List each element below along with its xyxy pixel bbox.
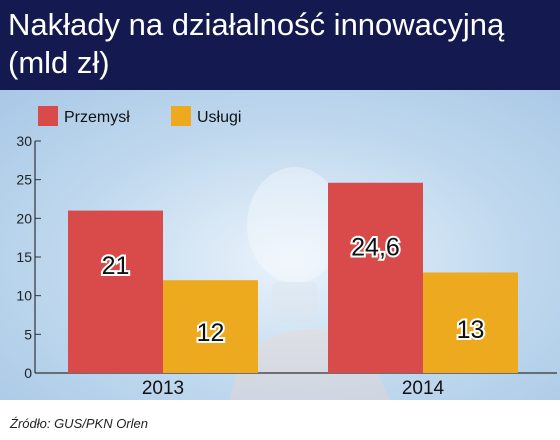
bulb-base xyxy=(272,282,318,322)
legend-label-Przemysł: Przemysł xyxy=(64,109,130,126)
legend-label-Usługi: Usługi xyxy=(197,109,241,126)
y-tick-label-30: 30 xyxy=(16,133,32,149)
data-label-Przemysł-2014: 24,6 xyxy=(351,234,400,262)
y-tick-label-0: 0 xyxy=(24,365,32,381)
y-tick-label-25: 25 xyxy=(16,172,32,188)
data-label-Przemysł-2013: 21 xyxy=(102,252,130,280)
bar-Przemysł-2014 xyxy=(328,182,423,373)
data-label-Usługi-2014: 13 xyxy=(457,316,485,344)
x-tick-label-2013: 2013 xyxy=(142,378,184,399)
source-label: Źródło: GUS/PKN Orlen xyxy=(9,416,148,431)
y-tick-label-5: 5 xyxy=(24,326,32,342)
header-banner: Nakłady na działalność innowacyjną (mld … xyxy=(0,0,560,90)
plot-area: 0 5 10 15 20 25 30 21 12 2013 24,6 13 2014 xyxy=(16,133,557,399)
bar-Usługi-2013 xyxy=(163,280,258,373)
lightbulb-illustration xyxy=(230,167,390,400)
bar-Przemysł-2013 xyxy=(68,210,163,373)
data-label-Usługi-2013: 12 xyxy=(197,319,225,347)
legend-swatch-Usługi xyxy=(171,106,191,126)
bar-Usługi-2014 xyxy=(423,272,518,373)
chart-title: Nakłady na działalność innowacyjną (mld … xyxy=(8,7,505,80)
footer xyxy=(0,400,560,440)
bulb-glass xyxy=(247,167,343,283)
legend-swatch-Przemysł xyxy=(38,106,58,126)
y-tick-label-10: 10 xyxy=(16,288,32,304)
y-tick-label-15: 15 xyxy=(16,249,32,265)
legend: Przemysł Usługi xyxy=(38,106,241,126)
y-tick-label-20: 20 xyxy=(16,210,32,226)
x-tick-label-2014: 2014 xyxy=(402,378,445,399)
